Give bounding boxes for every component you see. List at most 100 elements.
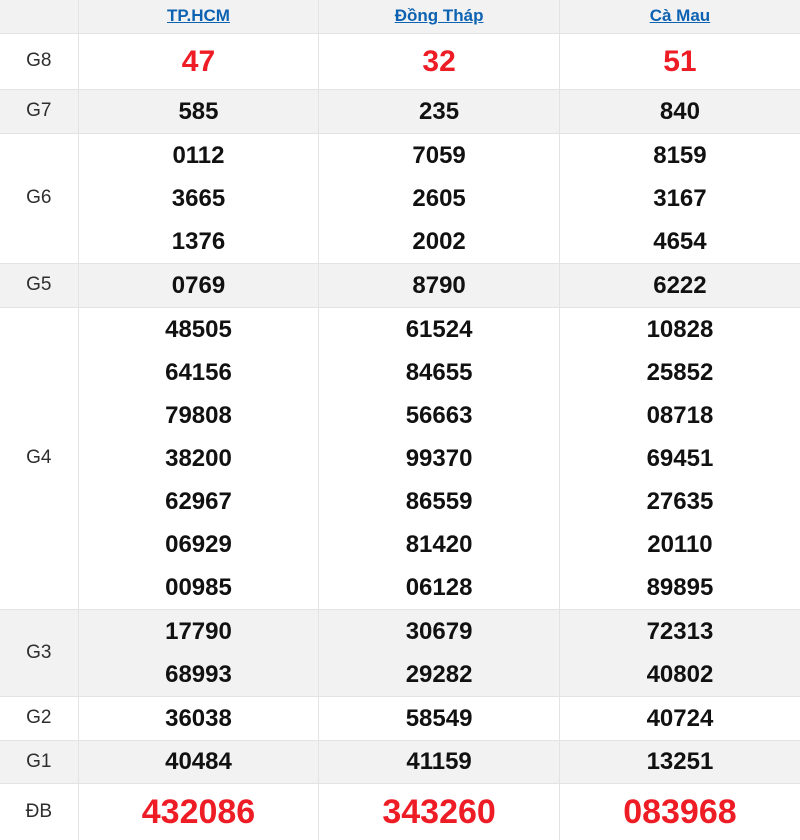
province-link-ca-mau[interactable]: Cà Mau xyxy=(649,6,711,26)
prize-number: 40802 xyxy=(646,660,714,688)
prize-number: 41159 xyxy=(406,747,472,775)
prize-number: 68993 xyxy=(165,660,232,688)
prize-number: 81420 xyxy=(405,530,473,558)
row-label: G5 xyxy=(0,262,79,308)
row-label: ĐB xyxy=(0,782,79,840)
header-corner-cell xyxy=(0,0,79,34)
prize-number: 40724 xyxy=(646,704,714,732)
row-label: G6 xyxy=(0,132,79,264)
prize-number: 343260 xyxy=(382,792,496,831)
prize-number: 8159 xyxy=(653,141,707,169)
prize-cell-g3-tphcm: 17790 68993 xyxy=(77,608,320,697)
prize-number: 840 xyxy=(659,97,700,125)
prize-cell-g7-dong-thap: 235 xyxy=(318,88,560,134)
prize-number: 40484 xyxy=(165,747,232,775)
prize-number: 20110 xyxy=(647,530,713,558)
prize-cell-g8-ca-mau: 51 xyxy=(558,32,800,90)
prize-number: 0112 xyxy=(172,141,225,169)
prize-cell-đb-ca-mau: 083968 xyxy=(558,782,800,840)
prize-row-g1: G1 40484 41159 13251 xyxy=(0,739,800,784)
prize-number: 51 xyxy=(663,44,697,78)
prize-cell-g5-tphcm: 0769 xyxy=(77,262,320,308)
prize-cell-g2-tphcm: 36038 xyxy=(77,695,320,741)
prize-number: 585 xyxy=(178,97,219,125)
prize-row-g6: G6 0112 3665 1376 7059 2605 2002 8159 3167 4654 xyxy=(0,132,800,264)
column-header-dong-thap: Đồng Tháp xyxy=(318,0,560,34)
prize-number: 25852 xyxy=(646,358,714,386)
prize-number: 1376 xyxy=(171,227,226,255)
prize-cell-g3-dong-thap: 30679 29282 xyxy=(318,608,560,697)
prize-cell-g2-ca-mau: 40724 xyxy=(558,695,800,741)
prize-cell-g6-ca-mau: 8159 3167 4654 xyxy=(558,132,800,264)
prize-row-g4: G4 48505 64156 79808 38200 62967 06929 00985 615… xyxy=(0,306,800,610)
prize-number: 61524 xyxy=(405,315,473,343)
prize-number: 235 xyxy=(419,97,460,125)
prize-number: 47 xyxy=(181,44,216,78)
prize-number: 99370 xyxy=(405,444,473,472)
prize-cell-g5-dong-thap: 8790 xyxy=(318,262,560,308)
prize-number: 69451 xyxy=(646,444,714,472)
header-row: TP.HCM Đồng Tháp Cà Mau xyxy=(0,0,800,34)
prize-row-g3: G3 17790 68993 30679 29282 72313 40802 xyxy=(0,608,800,697)
prize-number: 10828 xyxy=(646,315,714,343)
prize-row-g2: G2 36038 58549 40724 xyxy=(0,695,800,741)
prize-cell-g1-tphcm: 40484 xyxy=(77,739,320,784)
province-link-dong-thap[interactable]: Đồng Tháp xyxy=(394,6,484,26)
prize-cell-g7-ca-mau: 840 xyxy=(558,88,800,134)
prize-number: 3665 xyxy=(171,184,226,212)
prize-number: 4654 xyxy=(653,227,707,255)
row-label: G7 xyxy=(0,88,79,134)
prize-number: 08718 xyxy=(646,401,714,429)
prize-number: 0769 xyxy=(171,271,226,299)
prize-cell-g3-ca-mau: 72313 40802 xyxy=(558,608,800,697)
prize-number: 083968 xyxy=(623,792,737,831)
prize-number: 27635 xyxy=(646,487,714,515)
prize-row-đb: ĐB 432086 343260 083968 xyxy=(0,782,800,840)
prize-row-g7: G7 585 235 840 xyxy=(0,88,800,134)
prize-cell-g2-dong-thap: 58549 xyxy=(318,695,560,741)
prize-cell-g4-tphcm: 48505 64156 79808 38200 62967 06929 00985 xyxy=(77,306,320,610)
prize-number: 56663 xyxy=(405,401,473,429)
prize-number: 64156 xyxy=(165,358,232,386)
prize-cell-g6-tphcm: 0112 3665 1376 xyxy=(77,132,320,264)
prize-number: 3167 xyxy=(653,184,707,212)
row-label: G2 xyxy=(0,695,79,741)
prize-cell-g1-ca-mau: 13251 xyxy=(558,739,800,784)
prize-cell-g4-ca-mau: 10828 25852 08718 69451 27635 20110 89895 xyxy=(558,306,800,610)
prize-number: 38200 xyxy=(165,444,232,472)
prize-number: 2605 xyxy=(412,184,466,212)
prize-cell-g8-tphcm: 47 xyxy=(77,32,320,90)
prize-number: 62967 xyxy=(165,487,232,515)
prize-number: 6222 xyxy=(653,271,707,299)
row-label: G1 xyxy=(0,739,79,784)
row-label: G4 xyxy=(0,306,79,610)
prize-number: 7059 xyxy=(412,141,466,169)
prize-number: 8790 xyxy=(412,271,466,299)
prize-number: 432086 xyxy=(141,792,256,831)
prize-number: 86559 xyxy=(405,487,473,515)
row-label: G3 xyxy=(0,608,79,697)
prize-cell-đb-dong-thap: 343260 xyxy=(318,782,560,840)
prize-number: 2002 xyxy=(412,227,466,255)
prize-number: 84655 xyxy=(405,358,473,386)
prize-row-g5: G5 0769 8790 6222 xyxy=(0,262,800,308)
province-link-tphcm[interactable]: TP.HCM xyxy=(166,6,230,26)
prize-number: 06929 xyxy=(165,530,232,558)
prize-number: 32 xyxy=(422,44,456,78)
prize-number: 48505 xyxy=(165,315,232,343)
prize-cell-đb-tphcm: 432086 xyxy=(77,782,320,840)
prize-number: 30679 xyxy=(405,617,473,645)
prize-number: 00985 xyxy=(165,573,232,601)
prize-cell-g6-dong-thap: 7059 2605 2002 xyxy=(318,132,560,264)
prize-number: 06128 xyxy=(405,573,473,601)
prize-number: 36038 xyxy=(165,704,232,732)
prize-number: 13251 xyxy=(646,747,714,775)
row-label: G8 xyxy=(0,32,79,90)
prize-cell-g4-dong-thap: 61524 84655 56663 99370 86559 81420 06128 xyxy=(318,306,560,610)
prize-cell-g7-tphcm: 585 xyxy=(77,88,320,134)
prize-cell-g5-ca-mau: 6222 xyxy=(558,262,800,308)
prize-cell-g1-dong-thap: 41159 xyxy=(318,739,560,784)
column-header-ca-mau: Cà Mau xyxy=(558,0,800,34)
prize-number: 58549 xyxy=(405,704,473,732)
